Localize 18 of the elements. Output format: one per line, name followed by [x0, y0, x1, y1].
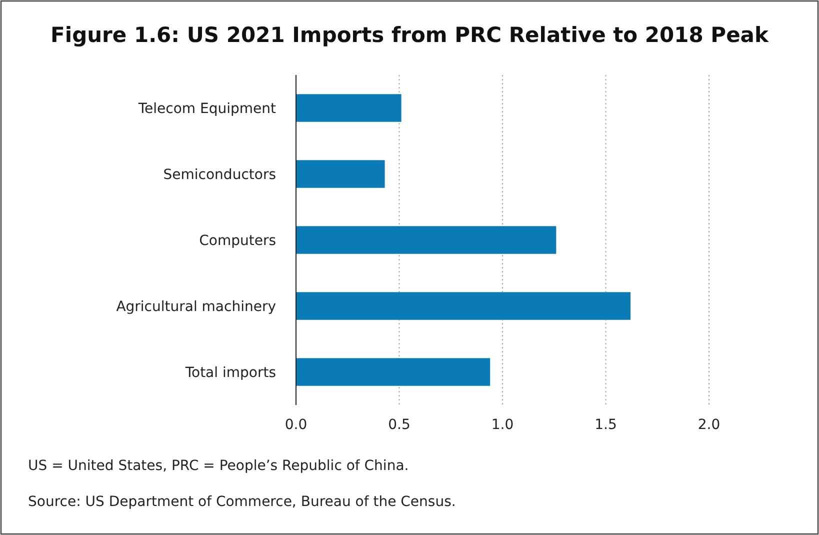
y-tick-label: Semiconductors — [163, 166, 276, 183]
x-tick-label: 0.0 — [284, 416, 308, 433]
text: US = United States, PRC = People’s Republic of China. — [28, 458, 409, 474]
y-tick-label: Telecom Equipment — [137, 100, 277, 117]
y-tick-label: Total imports — [184, 364, 276, 381]
y-tick-label: Computers — [199, 232, 276, 249]
bar — [296, 94, 402, 122]
bar — [296, 160, 385, 188]
x-tick-label: 1.5 — [594, 416, 617, 433]
chart-title: Figure 1.6: US 2021 Imports from PRC Relative to 2018 Peak — [50, 23, 770, 47]
x-tick-label: 2.0 — [698, 416, 720, 433]
y-tick-label: Agricultural machinery — [116, 298, 276, 315]
bar — [296, 358, 490, 386]
bar — [296, 292, 631, 320]
bar — [296, 226, 556, 254]
x-tick-label: 0.5 — [388, 416, 410, 433]
x-tick-label: 1.0 — [491, 416, 514, 433]
source-note: Source: US Department of Commerce, Bureau of the Census. — [28, 494, 456, 510]
